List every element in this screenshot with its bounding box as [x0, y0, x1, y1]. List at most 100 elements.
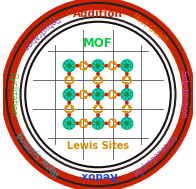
Polygon shape [98, 89, 103, 94]
Text: Lewis Sites: Lewis Sites [67, 141, 129, 150]
Polygon shape [69, 89, 75, 94]
Circle shape [89, 94, 91, 96]
Circle shape [118, 94, 120, 96]
Polygon shape [98, 64, 104, 68]
Circle shape [21, 17, 175, 172]
Circle shape [105, 122, 107, 124]
Circle shape [118, 94, 120, 96]
Circle shape [126, 101, 128, 104]
Polygon shape [125, 123, 129, 129]
Circle shape [97, 101, 99, 104]
Polygon shape [69, 94, 75, 100]
Circle shape [125, 64, 128, 67]
Polygon shape [121, 118, 127, 123]
Polygon shape [127, 66, 132, 71]
Polygon shape [125, 118, 129, 123]
Polygon shape [69, 92, 75, 97]
Circle shape [126, 73, 128, 75]
Polygon shape [98, 60, 103, 66]
Circle shape [76, 122, 78, 124]
Polygon shape [93, 60, 98, 66]
Circle shape [105, 122, 107, 124]
Polygon shape [93, 94, 98, 100]
Polygon shape [98, 123, 103, 129]
Text: Redox: Redox [80, 170, 116, 180]
Circle shape [118, 122, 120, 124]
Polygon shape [69, 64, 75, 68]
Circle shape [89, 65, 91, 67]
Polygon shape [64, 118, 69, 123]
Text: Host-Guest: Host-Guest [130, 11, 170, 45]
Polygon shape [67, 118, 71, 123]
Polygon shape [98, 92, 104, 97]
Polygon shape [125, 60, 129, 66]
Circle shape [89, 122, 91, 124]
Circle shape [68, 85, 70, 88]
Circle shape [97, 73, 99, 75]
Polygon shape [69, 121, 75, 125]
Circle shape [97, 101, 99, 104]
Polygon shape [121, 123, 127, 129]
Polygon shape [63, 121, 69, 125]
Polygon shape [64, 123, 69, 129]
Polygon shape [125, 89, 129, 94]
Polygon shape [127, 121, 133, 125]
Circle shape [126, 114, 128, 116]
Polygon shape [69, 60, 75, 66]
Circle shape [97, 114, 99, 116]
Circle shape [68, 101, 70, 104]
Polygon shape [93, 118, 98, 123]
Circle shape [76, 65, 78, 67]
Circle shape [105, 65, 107, 67]
Polygon shape [93, 123, 98, 129]
Circle shape [125, 122, 128, 125]
Polygon shape [67, 60, 71, 66]
Circle shape [97, 85, 99, 88]
Circle shape [89, 65, 91, 67]
Polygon shape [69, 118, 75, 123]
Circle shape [97, 73, 99, 75]
Polygon shape [63, 92, 69, 97]
Circle shape [76, 94, 78, 96]
Circle shape [68, 114, 70, 116]
Circle shape [25, 22, 171, 167]
Circle shape [68, 64, 71, 67]
Polygon shape [127, 123, 132, 129]
Circle shape [126, 114, 128, 116]
Circle shape [126, 85, 128, 88]
Circle shape [118, 65, 120, 67]
Polygon shape [96, 94, 100, 100]
Polygon shape [98, 118, 103, 123]
Polygon shape [121, 89, 127, 94]
Polygon shape [125, 94, 129, 100]
Circle shape [14, 11, 182, 178]
Circle shape [105, 94, 107, 96]
Circle shape [89, 94, 91, 96]
Circle shape [126, 101, 128, 104]
Text: MOF: MOF [83, 37, 113, 50]
Polygon shape [64, 94, 69, 100]
Polygon shape [96, 66, 100, 71]
Polygon shape [93, 89, 98, 94]
Polygon shape [96, 118, 100, 123]
Text: Hydrogenation: Hydrogenation [132, 134, 180, 179]
Polygon shape [67, 94, 71, 100]
Polygon shape [96, 89, 100, 94]
Text: Dehydration: Dehydration [20, 13, 61, 52]
Circle shape [125, 93, 128, 96]
Circle shape [96, 64, 100, 67]
Text: Addition: Addition [73, 9, 123, 19]
Circle shape [68, 73, 70, 75]
Text: Substitution: Substitution [178, 70, 187, 119]
Polygon shape [67, 66, 71, 71]
Circle shape [97, 85, 99, 88]
Polygon shape [121, 60, 127, 66]
Polygon shape [64, 89, 69, 94]
Polygon shape [92, 64, 98, 68]
Text: Cyclization: Cyclization [9, 73, 18, 116]
Polygon shape [69, 66, 75, 71]
Polygon shape [92, 121, 98, 125]
Circle shape [118, 65, 120, 67]
Circle shape [68, 73, 70, 75]
Polygon shape [127, 60, 132, 66]
